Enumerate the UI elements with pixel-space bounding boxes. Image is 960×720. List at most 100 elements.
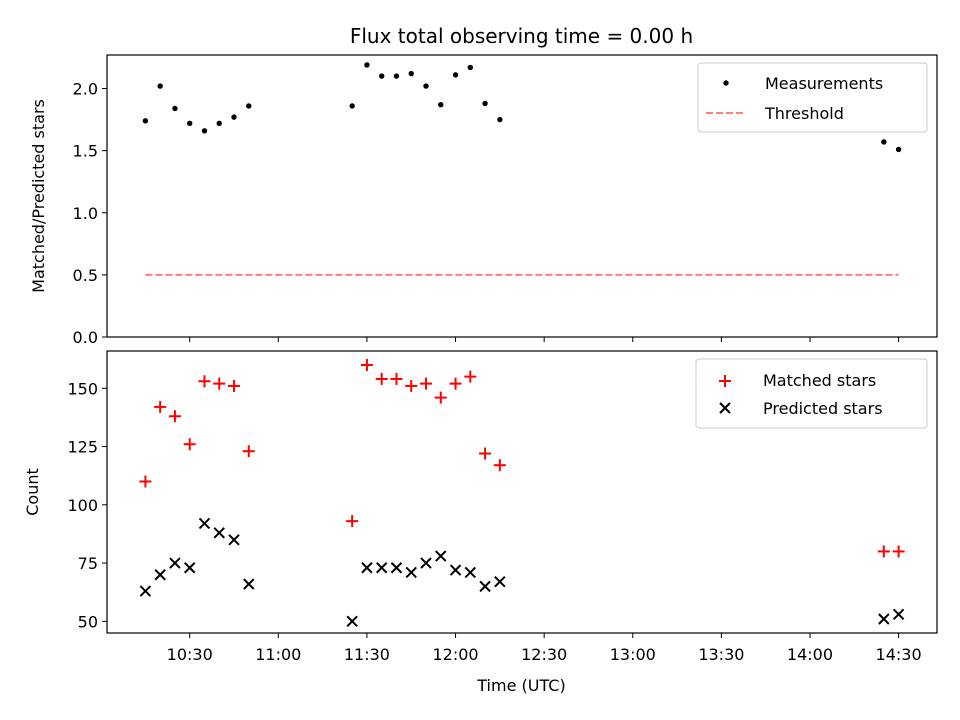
matched-star-point (346, 515, 359, 528)
measurement-point (452, 72, 459, 78)
predicted-star-d2 (435, 550, 447, 562)
predicted-star-point (479, 580, 491, 593)
measurement-point (408, 70, 414, 77)
top-legend: Measurements Threshold (697, 62, 928, 133)
predicted-star-point (361, 562, 373, 574)
measurement-point (423, 83, 429, 89)
measurement-point (246, 103, 252, 109)
top-axes-frame (106, 54, 938, 338)
predicted-star-d2 (878, 613, 890, 625)
matched-star-point (420, 377, 433, 390)
measurement-point (231, 114, 237, 120)
measurement-point (467, 64, 474, 71)
chart-title: Flux total observing time = 0.00 h (350, 24, 693, 48)
measurement-point (187, 120, 193, 127)
predicted-star-d2 (464, 566, 477, 579)
legend-marker-predicted-stars (719, 402, 731, 414)
bottom-xtick-label: 12:00 (432, 645, 478, 664)
measurement-point (482, 100, 488, 107)
legend-label-matched-stars: Matched stars (763, 371, 876, 390)
predicted-star-point (435, 550, 447, 562)
predicted-star-point (198, 517, 211, 530)
predicted-star-point (375, 562, 388, 574)
matched-star-point (877, 545, 890, 558)
measurement-point (201, 128, 208, 134)
matched-star-point (434, 391, 447, 404)
matched-star-point (198, 375, 211, 388)
predicted-star-point (405, 566, 417, 579)
bottom-xtick-label: 13:30 (698, 645, 744, 664)
measurement-point (393, 73, 400, 79)
bottom-ytick-label: 150 (67, 379, 98, 398)
bottom-ytick-label: 100 (67, 496, 98, 515)
top-ytick-label: 2.0 (73, 80, 98, 99)
measurement-point (142, 118, 149, 124)
bottom-y-ticks: 50 75 100 125 150 (67, 379, 107, 631)
predicted-star-d2 (449, 564, 462, 576)
measurement-point (349, 103, 355, 109)
matched-star-point (449, 377, 462, 390)
predicted-star-d2 (494, 576, 506, 588)
top-ytick-label: 1.0 (73, 204, 98, 223)
bottom-xtick-label: 14:30 (876, 645, 922, 664)
predicted-star-d2 (243, 578, 255, 590)
matched-star-point (154, 400, 167, 413)
predicted-star-point (139, 585, 152, 597)
legend-label-predicted-stars: Predicted stars (763, 399, 883, 418)
matched-star-point (892, 545, 905, 558)
measurement-point (364, 62, 370, 68)
measurement-point (157, 83, 163, 89)
bottom-ytick-label: 50 (78, 612, 98, 631)
top-y-axis-label: Matched/Predicted stars (29, 99, 48, 293)
predicted-star-point (878, 613, 890, 625)
top-plot-area (142, 62, 902, 276)
bottom-xtick-label: 14:00 (787, 645, 833, 664)
predicted-star-point (154, 569, 166, 581)
matched-star-point (360, 358, 373, 371)
legend-label-threshold: Threshold (764, 104, 844, 123)
measurement-point (497, 116, 503, 123)
predicted-star-point (213, 527, 225, 539)
matched-star-point (493, 459, 506, 472)
predicted-star-d2 (479, 580, 491, 593)
bottom-legend: Matched stars Predicted stars (695, 358, 928, 429)
legend-label-measurements: Measurements (765, 74, 883, 93)
predicted-star-point (243, 578, 255, 590)
bottom-xtick-label: 11:30 (344, 645, 390, 664)
bottom-xtick-label: 13:00 (610, 645, 656, 664)
predicted-star-point (228, 534, 240, 546)
matched-star-point (139, 475, 152, 488)
predicted-star-d2 (420, 557, 432, 569)
top-ytick-label: 0.0 (73, 328, 98, 347)
matched-star-point (375, 372, 388, 385)
top-x-ticks (189, 337, 900, 342)
predicted-star-d2 (139, 585, 152, 597)
predicted-star-point (346, 615, 358, 628)
top-y-ticks: 0.0 0.5 1.0 1.5 2.0 (73, 80, 107, 347)
matched-star-point (242, 445, 255, 458)
top-ytick-label: 0.5 (73, 266, 98, 285)
predicted-star-point (169, 557, 181, 569)
legend-marker-measurements (723, 80, 729, 86)
predicted-star-d2 (169, 557, 181, 569)
bottom-y-axis-label: Count (23, 468, 42, 516)
predicted-star-point (449, 564, 462, 576)
matched-star-point (228, 379, 241, 392)
predicted-star-d2 (346, 615, 358, 628)
bottom-xtick-label: 10:30 (167, 645, 213, 664)
bottom-x-ticks: 10:30 11:00 11:30 12:00 12:30 13:00 13:30 14:00… (167, 633, 922, 664)
predicted-star-d2 (213, 527, 225, 539)
measurement-point (895, 146, 902, 153)
x-axis-label: Time (UTC) (476, 676, 565, 695)
measurement-point (378, 73, 385, 79)
measurement-point (881, 139, 887, 145)
measurement-point (438, 101, 444, 108)
matched-star-point (183, 438, 196, 451)
bottom-ytick-label: 125 (67, 438, 98, 457)
top-legend-box (697, 62, 928, 133)
matched-star-point (405, 379, 418, 392)
predicted-star-d2 (375, 562, 388, 574)
bottom-axes-frame (106, 350, 938, 634)
